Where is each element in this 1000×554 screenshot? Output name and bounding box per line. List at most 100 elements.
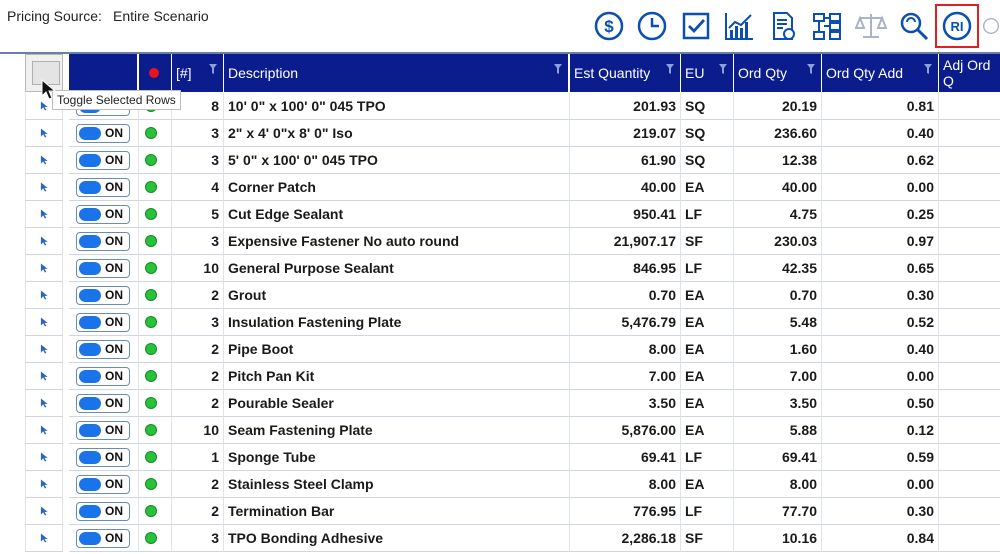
row-pointer-icon[interactable] [40,532,49,544]
row-pointer-icon[interactable] [40,370,49,382]
row-select-cell[interactable] [25,336,63,363]
pricing-source-value[interactable]: Entire Scenario [113,8,209,24]
row-select-cell[interactable] [25,120,63,147]
row-toggle[interactable]: ON [76,393,130,413]
row-select-cell[interactable] [25,390,63,417]
header-ord-qty-add[interactable]: Ord Qty Add [822,54,939,92]
row-toggle[interactable]: ON [76,501,130,521]
row-toggle[interactable]: ON [76,123,130,143]
dollar-icon[interactable]: $ [590,6,628,46]
row-toggle[interactable]: ON [76,258,130,278]
row-select-cell[interactable] [25,255,63,282]
row-toggle[interactable]: ON [76,420,130,440]
row-select-cell[interactable] [25,201,63,228]
row-pointer-icon[interactable] [40,289,49,301]
table-row[interactable]: ON 3 Insulation Fastening Plate 5,476.79… [25,309,1000,336]
header-ord-qty[interactable]: Ord Qty [734,54,822,92]
ri-icon[interactable]: RI [935,4,979,48]
header-description[interactable]: Description [224,54,569,92]
row-pointer-icon[interactable] [40,100,49,112]
partial-icon[interactable] [982,6,1000,46]
document-icon[interactable] [764,6,802,46]
header-eu[interactable]: EU [681,54,734,92]
row-pointer-icon[interactable] [40,127,49,139]
row-pointer-icon[interactable] [40,397,49,409]
row-pointer-icon[interactable] [40,235,49,247]
row-pointer-icon[interactable] [40,181,49,193]
row-pointer-icon[interactable] [40,505,49,517]
row-select-cell[interactable] [25,174,63,201]
row-toggle[interactable]: ON [76,285,130,305]
row-select-cell[interactable] [25,444,63,471]
table-row[interactable]: ON 10 General Purpose Sealant 846.95 LF … [25,255,1000,282]
row-toggle[interactable]: ON [76,339,130,359]
row-pointer-icon[interactable] [40,262,49,274]
table-row[interactable]: ON 3 5' 0" x 100' 0" 045 TPO 61.90 SQ 12… [25,147,1000,174]
row-select-cell[interactable] [25,147,63,174]
row-pointer-icon[interactable] [40,478,49,490]
row-toggle[interactable]: ON [76,366,130,386]
table-row[interactable]: ON 3 Expensive Fastener No auto round 21… [25,228,1000,255]
table-row[interactable]: ON 2 Pitch Pan Kit 7.00 EA 7.00 0.00 [25,363,1000,390]
row-pointer-icon[interactable] [40,451,49,463]
header-adj-ord-qty[interactable]: Adj Ord Q [939,54,1000,92]
filter-icon[interactable] [666,64,674,74]
row-select-cell[interactable] [25,471,63,498]
toggle-label: ON [105,288,123,302]
row-select-cell[interactable] [25,417,63,444]
filter-icon[interactable] [554,64,562,74]
toggle-label: ON [105,450,123,464]
row-select-cell[interactable] [25,498,63,525]
table-row[interactable]: ON 2 Pipe Boot 8.00 EA 1.60 0.40 [25,336,1000,363]
row-description: Corner Patch [224,174,570,201]
row-pointer-icon[interactable] [40,316,49,328]
row-pointer-icon[interactable] [40,208,49,220]
row-count: 8 [172,93,224,120]
toggle-column-header[interactable] [69,54,138,92]
table-row[interactable]: ON 2 Grout 0.70 EA 0.70 0.30 [25,282,1000,309]
row-pointer-icon[interactable] [40,343,49,355]
filter-icon[interactable] [807,64,815,74]
row-toggle[interactable]: ON [76,312,130,332]
row-toggle[interactable]: ON [76,177,130,197]
filter-icon[interactable] [924,64,932,74]
row-select-cell[interactable] [25,363,63,390]
row-pointer-icon[interactable] [40,424,49,436]
svg-text:$: $ [604,17,614,36]
row-select-cell[interactable] [25,309,63,336]
row-ord-qty-add: 0.40 [822,336,939,363]
row-toggle[interactable]: ON [76,447,130,467]
row-toggle[interactable]: ON [76,231,130,251]
table-row[interactable]: ON 2 Stainless Steel Clamp 8.00 EA 8.00 … [25,471,1000,498]
header-count[interactable]: [#] [172,54,224,92]
filter-icon[interactable] [719,64,727,74]
chart-icon[interactable] [720,6,758,46]
table-row[interactable]: ON 5 Cut Edge Sealant 950.41 LF 4.75 0.2… [25,201,1000,228]
row-select-cell[interactable] [25,282,63,309]
row-select-cell[interactable] [25,525,63,552]
hierarchy-icon[interactable] [808,6,846,46]
clock-icon[interactable] [633,6,671,46]
row-toggle[interactable]: ON [76,150,130,170]
status-column-header[interactable] [139,54,172,92]
checkbox-icon[interactable] [677,6,715,46]
header-est-quantity[interactable]: Est Quantity [570,54,681,92]
scale-icon[interactable] [852,6,890,46]
table-row[interactable]: ON 2 Pourable Sealer 3.50 EA 3.50 0.50 [25,390,1000,417]
row-pointer-icon[interactable] [40,154,49,166]
table-row[interactable]: ON 4 Corner Patch 40.00 EA 40.00 0.00 [25,174,1000,201]
row-count: 3 [172,120,224,147]
row-toggle[interactable]: ON [76,528,130,548]
row-toggle[interactable]: ON [76,204,130,224]
row-select-cell[interactable] [25,228,63,255]
row-toggle[interactable]: ON [76,474,130,494]
row-adj-ord-qty [939,120,1000,147]
table-row[interactable]: ON 2 Termination Bar 776.95 LF 77.70 0.3… [25,498,1000,525]
table-row[interactable]: ON 10 Seam Fastening Plate 5,876.00 EA 5… [25,417,1000,444]
table-row[interactable]: ON 3 TPO Bonding Adhesive 2,286.18 SF 10… [25,525,1000,552]
search-refresh-icon[interactable] [895,6,933,46]
table-row[interactable]: ON 1 Sponge Tube 69.41 LF 69.41 0.59 [25,444,1000,471]
row-eu: LF [681,255,734,282]
filter-icon[interactable] [209,64,217,74]
table-row[interactable]: ON 3 2" x 4' 0"x 8' 0" Iso 219.07 SQ 236… [25,120,1000,147]
